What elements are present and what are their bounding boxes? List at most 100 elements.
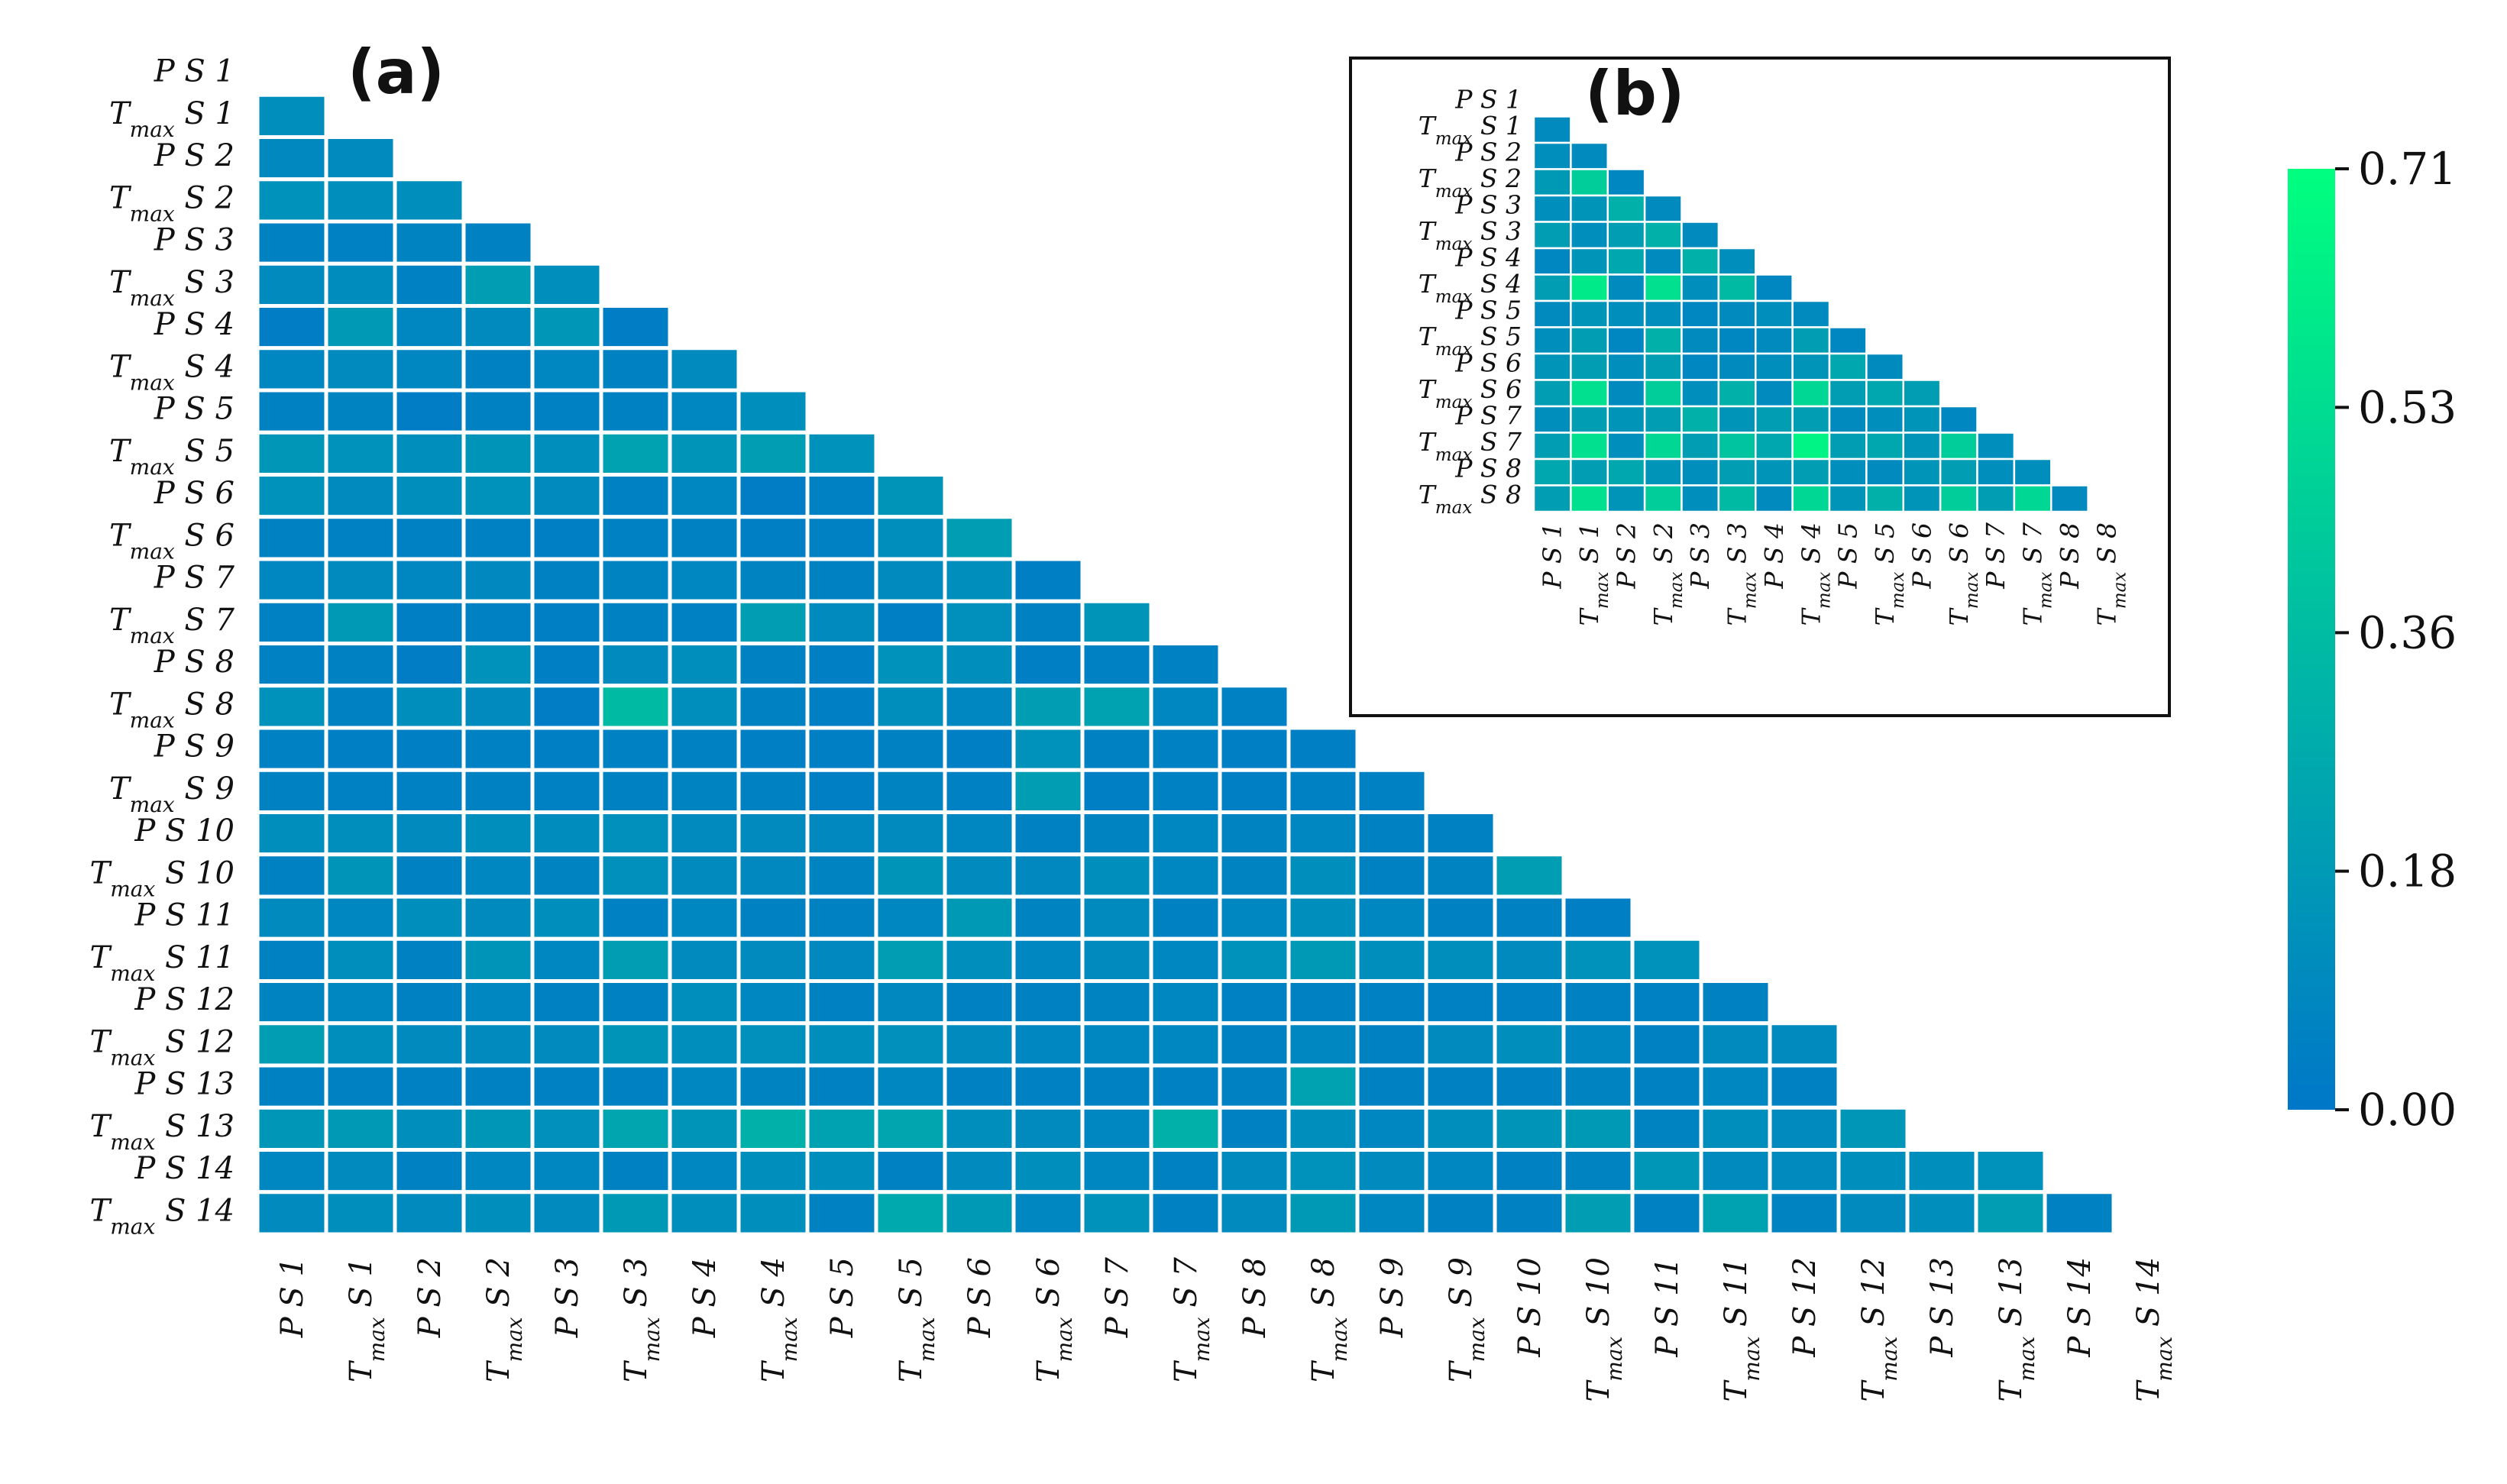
heatmap-a-cell xyxy=(530,1021,603,1068)
heatmap-b-cell xyxy=(1643,299,1683,328)
heatmap-a-col-label: Tmax S 12 xyxy=(1856,1257,1902,1402)
heatmap-a-cell xyxy=(1286,810,1360,857)
heatmap-b-cell xyxy=(1643,273,1683,302)
heatmap-b-cell xyxy=(2050,484,2089,513)
heatmap-a-col-label: Tmax S 5 xyxy=(894,1257,940,1382)
heatmap-a-cell xyxy=(805,684,878,730)
heatmap-a-cell xyxy=(1699,1021,1772,1068)
heatmap-a-cell xyxy=(805,1021,878,1068)
heatmap-a-cell xyxy=(393,1021,466,1068)
heatmap-a-row-label: P S 4 xyxy=(154,307,235,342)
heatmap-a-cell xyxy=(530,1148,603,1195)
heatmap-a-cell xyxy=(1974,1190,2047,1237)
heatmap-a-cell xyxy=(736,1021,810,1068)
heatmap-a-cell xyxy=(461,1105,535,1152)
heatmap-a-cell xyxy=(874,894,947,941)
heatmap-a-cell xyxy=(668,936,741,983)
heatmap-a-cell xyxy=(1561,1021,1635,1068)
heatmap-a-row-label: Tmax S 7 xyxy=(109,603,235,648)
heatmap-a-cell xyxy=(461,388,535,435)
heatmap-a-cell xyxy=(599,473,672,519)
heatmap-b-cell xyxy=(1717,457,1757,487)
heatmap-a-cell xyxy=(393,979,466,1026)
heatmap-a-cell xyxy=(1493,1021,1566,1068)
heatmap-a-cell xyxy=(1699,1105,1772,1152)
heatmap-b-cell xyxy=(1865,432,1905,461)
heatmap-a-cell xyxy=(736,936,810,983)
heatmap-a-cell xyxy=(255,979,328,1026)
heatmap-b-cell xyxy=(1606,405,1646,434)
heatmap-b-col-label: P S 5 xyxy=(1833,522,1863,590)
heatmap-a-cell xyxy=(1355,936,1428,983)
heatmap-a-cell xyxy=(1149,852,1222,899)
heatmap-a-cell xyxy=(255,346,328,393)
heatmap-b-cell xyxy=(1717,379,1757,408)
heatmap-a-cell xyxy=(736,1105,810,1152)
heatmap-a-cell xyxy=(1355,1190,1428,1237)
heatmap-a-cell xyxy=(874,599,947,645)
heatmap-a-cell xyxy=(255,1148,328,1195)
heatmap-b-cell xyxy=(1791,379,1831,408)
heatmap-a-cell xyxy=(805,852,878,899)
heatmap-a-cell xyxy=(2043,1190,2116,1237)
heatmap-a-col-label: Tmax S 2 xyxy=(481,1257,527,1382)
panel-label-a: (a) xyxy=(348,37,445,108)
heatmap-a-cell xyxy=(393,388,466,435)
heatmap-b-cell xyxy=(1643,221,1683,250)
heatmap-b-cell xyxy=(1902,379,1942,408)
heatmap-b-cell xyxy=(1532,326,1572,355)
heatmap-a-cell xyxy=(461,1063,535,1110)
heatmap-a-cell xyxy=(461,557,535,603)
heatmap-a-cell xyxy=(668,852,741,899)
heatmap-a-row-label: P S 7 xyxy=(154,561,235,596)
heatmap-a-cell xyxy=(943,557,1016,603)
heatmap-a-cell xyxy=(461,852,535,899)
heatmap-a-cell xyxy=(1630,979,1703,1026)
heatmap-b-cell xyxy=(1570,484,1609,513)
heatmap-b-cell xyxy=(1976,457,2016,487)
heatmap-b-cell xyxy=(1532,194,1572,223)
heatmap-b-cell xyxy=(1902,457,1942,487)
heatmap-a-cell xyxy=(1424,894,1497,941)
heatmap-b-col-label: P S 8 xyxy=(2055,522,2085,590)
heatmap-a-cell xyxy=(1561,936,1635,983)
heatmap-a-col-label: Tmax S 7 xyxy=(1169,1256,1215,1382)
heatmap-b-cell xyxy=(1570,221,1609,250)
heatmap-a-cell xyxy=(255,1021,328,1068)
heatmap-a-col-label: P S 10 xyxy=(1512,1257,1548,1358)
heatmap-a-cell xyxy=(393,768,466,814)
heatmap-b-cell xyxy=(1606,168,1646,197)
heatmap-a-cell xyxy=(1011,979,1085,1026)
heatmap-a-cell xyxy=(255,684,328,730)
heatmap-b-cell xyxy=(1902,405,1942,434)
heatmap-a-row-label: Tmax S 11 xyxy=(90,940,235,986)
heatmap-a-row-label: P S 10 xyxy=(134,813,235,849)
heatmap-a-col-label: P S 3 xyxy=(550,1257,585,1338)
heatmap-a-col-label: Tmax S 14 xyxy=(2131,1257,2177,1402)
heatmap-a-cell xyxy=(393,346,466,393)
heatmap-a-cell xyxy=(461,894,535,941)
heatmap-b-cell xyxy=(1755,379,1794,408)
heatmap-a-cell xyxy=(1355,1063,1428,1110)
heatmap-a-cell xyxy=(668,979,741,1026)
heatmap-a-cell xyxy=(943,1063,1016,1110)
heatmap-a-cell xyxy=(1768,1021,1841,1068)
heatmap-a-row-label: P S 6 xyxy=(154,476,235,511)
heatmap-a-cell xyxy=(1080,1063,1153,1110)
heatmap-a-cell xyxy=(461,936,535,983)
heatmap-a-cell xyxy=(1493,936,1566,983)
heatmap-a-cell xyxy=(255,261,328,308)
heatmap-a-cell xyxy=(1286,1021,1360,1068)
heatmap-a-cell xyxy=(324,936,397,983)
heatmap-b-cell xyxy=(1532,221,1572,250)
heatmap-a-cell xyxy=(736,810,810,857)
heatmap-a-cell xyxy=(393,557,466,603)
heatmap-b-cell xyxy=(1717,299,1757,328)
heatmap-a-cell xyxy=(805,810,878,857)
heatmap-a-cell xyxy=(736,642,810,688)
heatmap-a-cell xyxy=(668,684,741,730)
heatmap-a-cell xyxy=(1011,768,1085,814)
heatmap-a-cell xyxy=(1011,936,1085,983)
heatmap-a-cell xyxy=(1355,1021,1428,1068)
